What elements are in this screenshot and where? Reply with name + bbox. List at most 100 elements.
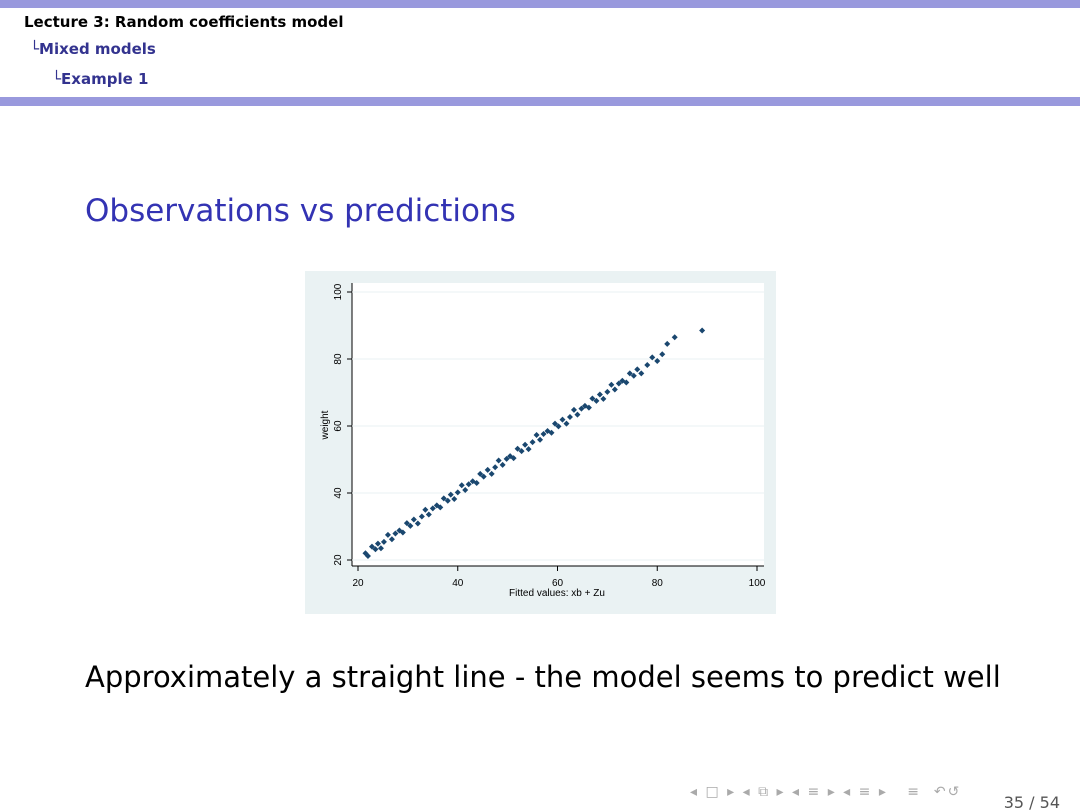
chart: Fitted values: xb + Zu weight 20 40 60 80 10… xyxy=(305,271,776,614)
point xyxy=(484,466,491,473)
point xyxy=(492,464,499,471)
y-axis-label: weight xyxy=(320,410,331,440)
point xyxy=(533,432,540,439)
point xyxy=(626,370,633,377)
point xyxy=(552,420,559,427)
point xyxy=(649,354,656,361)
point xyxy=(418,513,425,520)
frame-title: Observations vs predictions xyxy=(85,193,516,229)
point xyxy=(611,386,618,393)
x-tick-label: 100 xyxy=(749,578,766,589)
point xyxy=(671,334,678,341)
point xyxy=(510,455,517,462)
point xyxy=(465,481,472,488)
point xyxy=(374,540,381,547)
y-tick-label: 40 xyxy=(333,487,344,499)
point xyxy=(380,538,387,545)
point xyxy=(699,327,706,334)
point xyxy=(589,395,596,402)
point xyxy=(574,411,581,418)
point xyxy=(638,370,645,377)
point xyxy=(384,531,391,538)
point xyxy=(544,428,551,435)
point xyxy=(499,461,506,468)
point xyxy=(548,429,555,436)
point xyxy=(425,511,432,518)
point xyxy=(585,404,592,411)
point xyxy=(529,439,536,446)
point xyxy=(437,504,444,511)
point xyxy=(570,406,577,413)
point xyxy=(604,388,611,395)
point xyxy=(429,505,436,512)
point xyxy=(377,545,384,552)
point xyxy=(403,520,410,527)
point xyxy=(563,420,570,427)
point xyxy=(630,372,637,379)
breadcrumb-text: Example 1 xyxy=(61,70,149,88)
point xyxy=(644,362,651,369)
point xyxy=(440,495,447,502)
point xyxy=(410,516,417,523)
point xyxy=(451,496,458,503)
point xyxy=(488,470,495,477)
point xyxy=(458,482,465,489)
point xyxy=(462,486,469,493)
point xyxy=(422,506,429,513)
breadcrumb: └Example 1 xyxy=(52,70,149,88)
x-tick-label: 40 xyxy=(452,578,464,589)
point xyxy=(368,543,375,550)
point xyxy=(566,413,573,420)
point xyxy=(473,479,480,486)
point xyxy=(634,366,641,373)
point xyxy=(659,351,666,358)
point xyxy=(399,529,406,536)
point xyxy=(454,489,461,496)
point xyxy=(414,520,421,527)
point xyxy=(364,552,371,559)
point xyxy=(615,380,622,387)
breadcrumb: └Mixed models xyxy=(30,40,156,58)
page-number: 35 / 54 xyxy=(1003,793,1060,812)
point xyxy=(578,405,585,412)
x-tick-label: 60 xyxy=(552,578,564,589)
point xyxy=(396,527,403,534)
point xyxy=(518,448,525,455)
point xyxy=(664,340,671,347)
y-tick-label: 60 xyxy=(333,420,344,432)
point xyxy=(608,381,615,388)
body-text: Approximately a straight line - the mode… xyxy=(85,660,1001,694)
point xyxy=(480,473,487,480)
x-axis-label: Fitted values: xb + Zu xyxy=(509,588,605,599)
y-tick-label: 100 xyxy=(333,283,344,300)
point xyxy=(514,445,521,452)
point xyxy=(540,431,547,438)
x-tick-label: 20 xyxy=(352,578,364,589)
point xyxy=(388,536,395,543)
point xyxy=(503,455,510,462)
point xyxy=(525,446,532,453)
point xyxy=(596,391,603,398)
point xyxy=(600,395,607,402)
x-tick-label: 80 xyxy=(652,578,664,589)
header-bar xyxy=(0,97,1080,106)
point xyxy=(537,436,544,443)
point xyxy=(362,550,369,557)
point xyxy=(407,522,414,529)
breadcrumb-text: Mixed models xyxy=(39,40,156,58)
point xyxy=(507,453,514,460)
point xyxy=(623,379,630,386)
point xyxy=(593,397,600,404)
point xyxy=(619,377,626,384)
point xyxy=(581,402,588,409)
y-tick-label: 80 xyxy=(333,353,344,365)
point xyxy=(495,457,502,464)
point xyxy=(372,546,379,553)
point xyxy=(522,441,529,448)
top-bar xyxy=(0,0,1080,8)
point xyxy=(654,358,661,365)
breadcrumb: Lecture 3: Random coefficients model xyxy=(24,13,344,31)
point xyxy=(477,470,484,477)
point xyxy=(559,416,566,423)
